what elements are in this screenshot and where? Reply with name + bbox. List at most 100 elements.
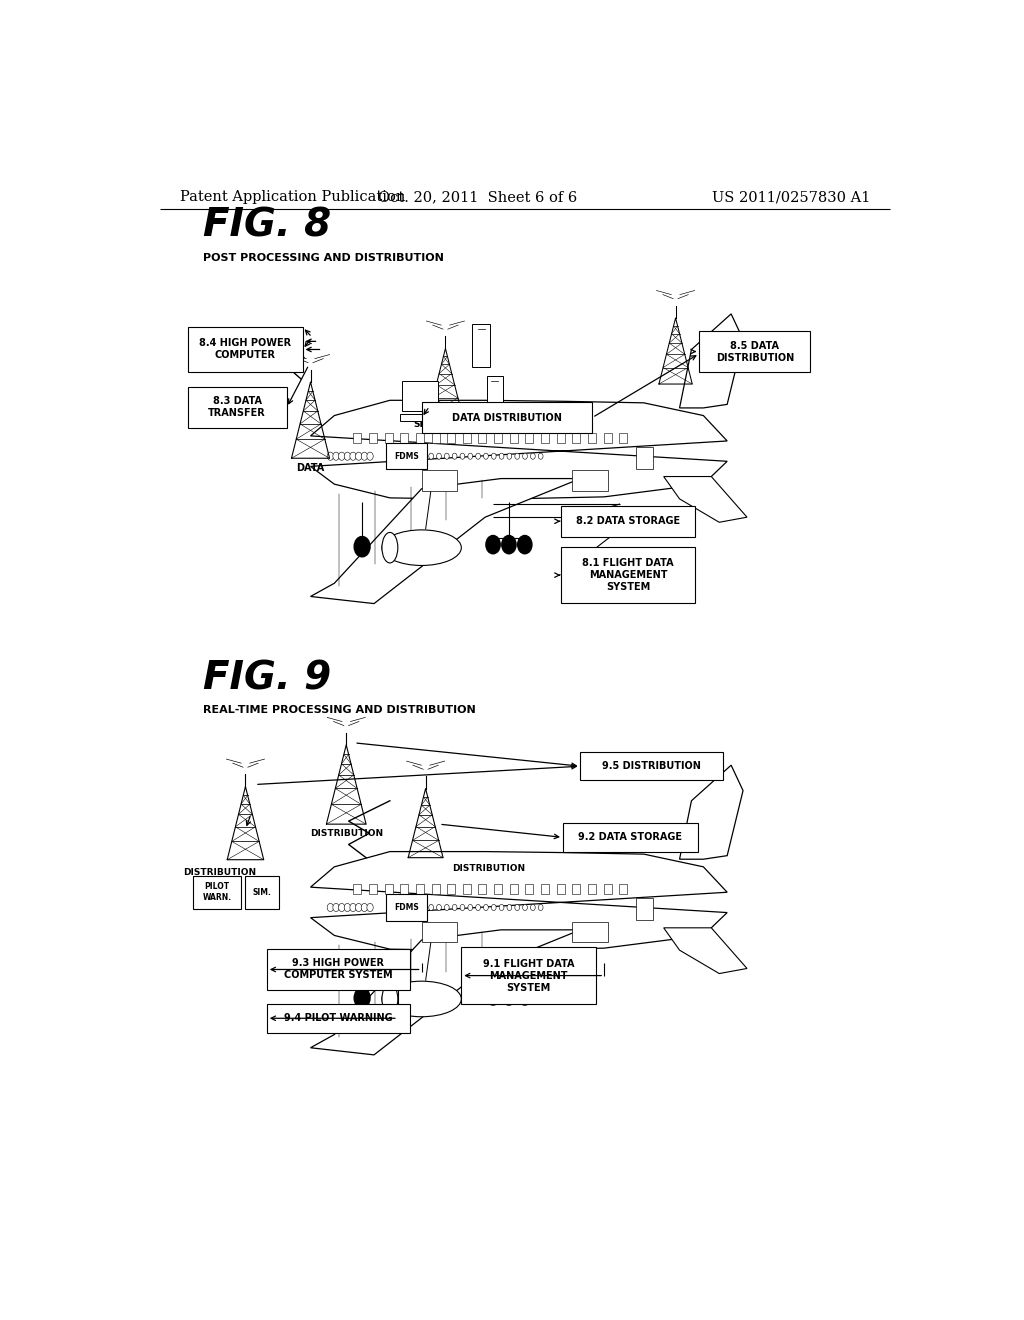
Text: FDMS: FDMS xyxy=(394,903,419,912)
Text: 9.3 HIGH POWER
COMPUTER SYSTEM: 9.3 HIGH POWER COMPUTER SYSTEM xyxy=(284,958,392,981)
Text: 8.4 HIGH POWER
COMPUTER: 8.4 HIGH POWER COMPUTER xyxy=(199,338,291,360)
Bar xyxy=(369,884,377,894)
Bar xyxy=(541,884,549,894)
Bar xyxy=(557,433,564,444)
Circle shape xyxy=(429,453,433,459)
Polygon shape xyxy=(680,314,743,408)
Circle shape xyxy=(367,903,373,912)
Bar xyxy=(422,470,458,491)
Circle shape xyxy=(539,453,543,459)
Circle shape xyxy=(486,987,500,1005)
Text: 9.2 DATA STORAGE: 9.2 DATA STORAGE xyxy=(579,833,682,842)
Polygon shape xyxy=(664,928,748,974)
Circle shape xyxy=(350,903,356,912)
Circle shape xyxy=(344,903,350,912)
Bar xyxy=(386,444,427,470)
Text: DATA DISTRIBUTION: DATA DISTRIBUTION xyxy=(452,413,562,422)
Bar xyxy=(187,387,287,428)
Bar xyxy=(194,876,241,908)
Circle shape xyxy=(468,904,473,911)
Polygon shape xyxy=(310,851,727,950)
Circle shape xyxy=(354,536,370,557)
Polygon shape xyxy=(310,400,727,499)
Circle shape xyxy=(468,453,473,459)
Text: 8.3 DATA
TRANSFER: 8.3 DATA TRANSFER xyxy=(208,396,266,418)
Circle shape xyxy=(355,453,361,461)
Bar xyxy=(572,884,581,894)
Ellipse shape xyxy=(382,983,397,1014)
Bar xyxy=(588,884,596,894)
Circle shape xyxy=(453,904,457,911)
Bar xyxy=(560,546,695,602)
Bar xyxy=(369,433,377,444)
Circle shape xyxy=(507,904,512,911)
Bar xyxy=(588,433,596,444)
Circle shape xyxy=(499,904,504,911)
Circle shape xyxy=(444,904,450,911)
Bar xyxy=(187,327,303,372)
Bar xyxy=(461,948,596,1005)
Bar xyxy=(400,884,409,894)
Polygon shape xyxy=(680,766,743,859)
Bar xyxy=(495,884,502,894)
Bar xyxy=(510,433,518,444)
Text: DISTRIBUTION: DISTRIBUTION xyxy=(452,863,525,873)
Bar xyxy=(431,884,439,894)
Polygon shape xyxy=(664,477,748,523)
Bar xyxy=(402,381,438,412)
Text: SIMULATION: SIMULATION xyxy=(414,420,477,429)
Circle shape xyxy=(518,536,531,554)
Bar xyxy=(699,331,811,372)
Circle shape xyxy=(361,903,368,912)
Circle shape xyxy=(339,453,345,461)
Circle shape xyxy=(436,453,441,459)
Bar xyxy=(422,921,458,942)
Bar xyxy=(447,884,455,894)
Circle shape xyxy=(492,453,496,459)
Bar xyxy=(386,894,427,921)
Bar xyxy=(541,433,549,444)
Text: 9.5 DISTRIBUTION: 9.5 DISTRIBUTION xyxy=(602,762,701,771)
Text: DATA: DATA xyxy=(296,463,325,474)
Bar xyxy=(636,446,653,469)
Bar xyxy=(636,898,653,920)
Circle shape xyxy=(436,904,441,911)
Ellipse shape xyxy=(382,529,461,565)
Bar xyxy=(267,1005,410,1032)
Circle shape xyxy=(522,453,527,459)
Text: 8.1 FLIGHT DATA
MANAGEMENT
SYSTEM: 8.1 FLIGHT DATA MANAGEMENT SYSTEM xyxy=(583,557,674,591)
Bar xyxy=(495,433,502,444)
Bar xyxy=(385,433,392,444)
Bar xyxy=(620,884,627,894)
Text: 8.5 DATA
DISTRIBUTION: 8.5 DATA DISTRIBUTION xyxy=(716,341,794,363)
Text: POST PROCESSING AND DISTRIBUTION: POST PROCESSING AND DISTRIBUTION xyxy=(204,253,444,263)
Circle shape xyxy=(518,987,531,1005)
Bar xyxy=(581,752,723,780)
Text: REAL-TIME PROCESSING AND DISTRIBUTION: REAL-TIME PROCESSING AND DISTRIBUTION xyxy=(204,705,476,715)
Text: DISTRIBUTION: DISTRIBUTION xyxy=(309,829,383,838)
Text: Oct. 20, 2011  Sheet 6 of 6: Oct. 20, 2011 Sheet 6 of 6 xyxy=(378,190,577,205)
Bar xyxy=(463,884,471,894)
Circle shape xyxy=(492,904,496,911)
Bar xyxy=(431,433,439,444)
Bar xyxy=(385,884,392,894)
Text: FIG. 9: FIG. 9 xyxy=(204,659,332,697)
Circle shape xyxy=(530,904,536,911)
Bar xyxy=(563,824,697,851)
Circle shape xyxy=(483,904,488,911)
Text: FDMS: FDMS xyxy=(394,451,419,461)
Bar xyxy=(603,433,611,444)
Text: 9.1 FLIGHT DATA
MANAGEMENT
SYSTEM: 9.1 FLIGHT DATA MANAGEMENT SYSTEM xyxy=(483,958,574,993)
Circle shape xyxy=(499,453,504,459)
Circle shape xyxy=(344,453,350,461)
Bar xyxy=(447,433,455,444)
Bar xyxy=(400,433,409,444)
Circle shape xyxy=(367,453,373,461)
Circle shape xyxy=(486,536,500,554)
Bar xyxy=(478,433,486,444)
Circle shape xyxy=(328,903,334,912)
Circle shape xyxy=(530,453,536,459)
Text: FIG. 8: FIG. 8 xyxy=(204,207,332,244)
Bar xyxy=(399,414,440,421)
Circle shape xyxy=(483,453,488,459)
